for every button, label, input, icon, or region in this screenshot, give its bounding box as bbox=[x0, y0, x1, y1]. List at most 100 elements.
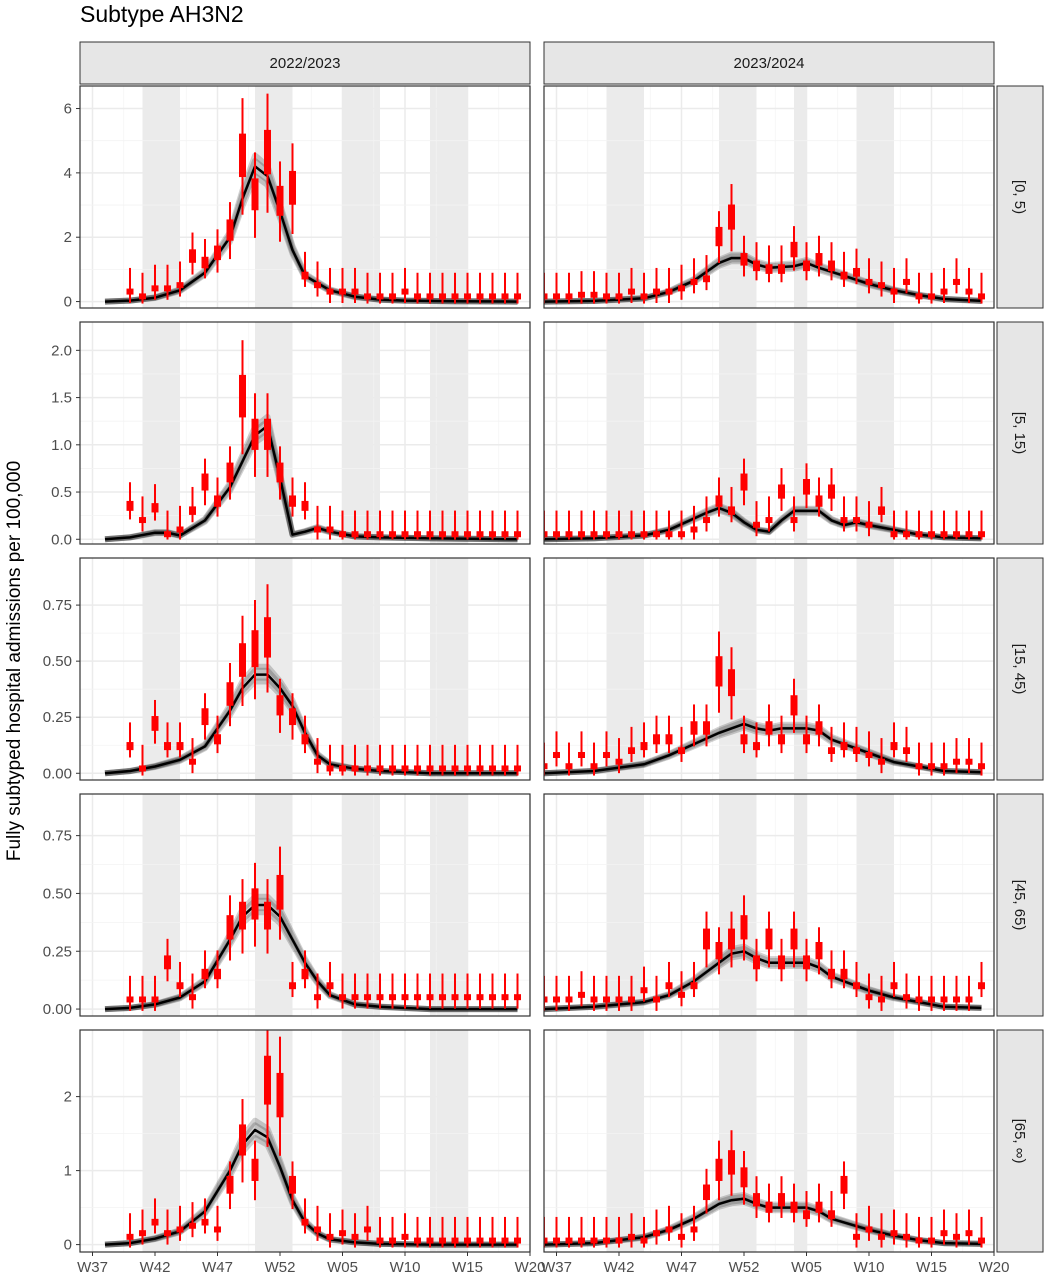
observation-box bbox=[865, 521, 873, 528]
observation-box bbox=[903, 1233, 910, 1240]
observation-box bbox=[239, 133, 246, 178]
x-tick-label: W05 bbox=[327, 1259, 358, 1276]
row-strip bbox=[996, 1029, 1044, 1253]
observation-box bbox=[476, 293, 484, 300]
y-tick-label: 2 bbox=[64, 1089, 72, 1106]
observation-box bbox=[289, 708, 296, 726]
observation-box bbox=[364, 531, 371, 538]
observation-box bbox=[439, 994, 446, 1001]
row-strip-label: [5, 15) bbox=[1011, 412, 1028, 455]
observation-box bbox=[226, 1175, 234, 1194]
observation-box bbox=[915, 293, 923, 300]
observation-box bbox=[553, 996, 560, 1003]
y-tick-label: 4 bbox=[64, 165, 72, 182]
observation-box bbox=[189, 758, 196, 765]
shaded-band bbox=[342, 1030, 380, 1252]
y-tick-label: 0.75 bbox=[43, 597, 72, 614]
observation-box bbox=[590, 531, 598, 538]
observation-box bbox=[590, 763, 598, 770]
shaded-band bbox=[606, 1030, 644, 1252]
shaded-band bbox=[606, 558, 644, 780]
observation-box bbox=[890, 982, 898, 990]
observation-box bbox=[544, 1237, 548, 1244]
observation-box bbox=[665, 1226, 673, 1233]
observation-box bbox=[715, 656, 723, 687]
observation-box bbox=[553, 293, 560, 300]
panel-border bbox=[79, 1029, 531, 1253]
observation-box bbox=[226, 462, 234, 483]
observation-box bbox=[928, 996, 935, 1003]
observation-box bbox=[189, 1222, 196, 1229]
panel bbox=[543, 321, 995, 545]
observation-box bbox=[790, 928, 798, 950]
panel-plot-area bbox=[104, 1030, 521, 1248]
observation-box bbox=[803, 260, 810, 272]
observation-box bbox=[276, 695, 284, 716]
observation-box bbox=[728, 1150, 735, 1175]
observation-box bbox=[201, 968, 209, 980]
row-strip-label: [0, 5) bbox=[1011, 180, 1028, 214]
observation-box bbox=[364, 765, 371, 772]
shaded-band bbox=[856, 1030, 894, 1252]
observation-box bbox=[640, 742, 648, 751]
observation-box bbox=[389, 765, 396, 772]
observation-box bbox=[740, 915, 748, 940]
observation-box bbox=[214, 734, 221, 745]
shaded-band bbox=[342, 558, 380, 780]
observation-box bbox=[553, 531, 560, 538]
observation-box bbox=[890, 742, 898, 751]
row-strip-label: [15, 45) bbox=[1011, 644, 1028, 695]
observation-box bbox=[653, 1230, 660, 1237]
column-strip bbox=[79, 41, 531, 85]
shaded-band bbox=[142, 322, 180, 544]
observation-box bbox=[978, 982, 985, 990]
observation-box bbox=[314, 758, 321, 765]
observation-box bbox=[815, 721, 823, 735]
observation-box bbox=[339, 1230, 346, 1237]
y-tick-label: 0.50 bbox=[43, 885, 72, 902]
observation-box bbox=[326, 288, 334, 295]
observation-box bbox=[176, 1226, 184, 1233]
observation-box bbox=[501, 531, 509, 538]
observation-box bbox=[553, 1237, 560, 1244]
shaded-band bbox=[255, 558, 293, 780]
observation-box bbox=[414, 765, 421, 772]
observation-box bbox=[126, 1233, 134, 1240]
y-tick-label: 6 bbox=[64, 101, 72, 118]
observation-box bbox=[740, 734, 748, 745]
observation-box bbox=[376, 1237, 384, 1244]
observation-box bbox=[903, 531, 910, 538]
observation-box bbox=[401, 994, 409, 1001]
observation-box bbox=[778, 955, 785, 970]
observation-box bbox=[151, 285, 159, 292]
observation-box bbox=[314, 526, 321, 533]
observation-box bbox=[501, 1237, 509, 1244]
panel-border bbox=[543, 793, 995, 1017]
observation-box bbox=[339, 765, 346, 772]
observation-box bbox=[476, 994, 484, 1001]
observation-box bbox=[753, 742, 760, 751]
observation-box bbox=[903, 278, 910, 285]
observation-box bbox=[678, 531, 685, 538]
column-strip-label: 2022/2023 bbox=[270, 55, 341, 72]
observation-box bbox=[940, 996, 948, 1003]
observation-box bbox=[853, 517, 860, 524]
observation-box bbox=[790, 1201, 798, 1213]
observation-box bbox=[765, 1201, 773, 1213]
observation-box bbox=[553, 752, 560, 758]
row-strip bbox=[996, 321, 1044, 545]
observation-box bbox=[226, 915, 234, 940]
observation-box bbox=[828, 747, 835, 754]
observation-box bbox=[940, 531, 948, 538]
panel-plot-area bbox=[544, 458, 985, 543]
observation-box bbox=[401, 531, 409, 538]
observation-box bbox=[251, 1158, 259, 1181]
observation-box bbox=[544, 996, 548, 1003]
fit-series-line bbox=[104, 1128, 518, 1246]
observation-box bbox=[126, 500, 134, 511]
observation-box bbox=[690, 278, 698, 285]
observation-box bbox=[715, 1158, 723, 1181]
observation-box bbox=[615, 293, 623, 300]
observation-box bbox=[703, 275, 710, 283]
observation-box bbox=[790, 241, 798, 258]
